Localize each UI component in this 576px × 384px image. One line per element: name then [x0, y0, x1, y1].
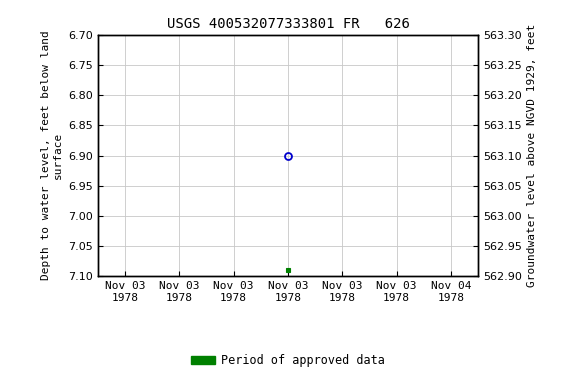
Title: USGS 400532077333801 FR   626: USGS 400532077333801 FR 626 — [166, 17, 410, 31]
Y-axis label: Groundwater level above NGVD 1929, feet: Groundwater level above NGVD 1929, feet — [528, 24, 537, 287]
Legend: Period of approved data: Period of approved data — [187, 350, 389, 372]
Y-axis label: Depth to water level, feet below land
surface: Depth to water level, feet below land su… — [41, 31, 63, 280]
